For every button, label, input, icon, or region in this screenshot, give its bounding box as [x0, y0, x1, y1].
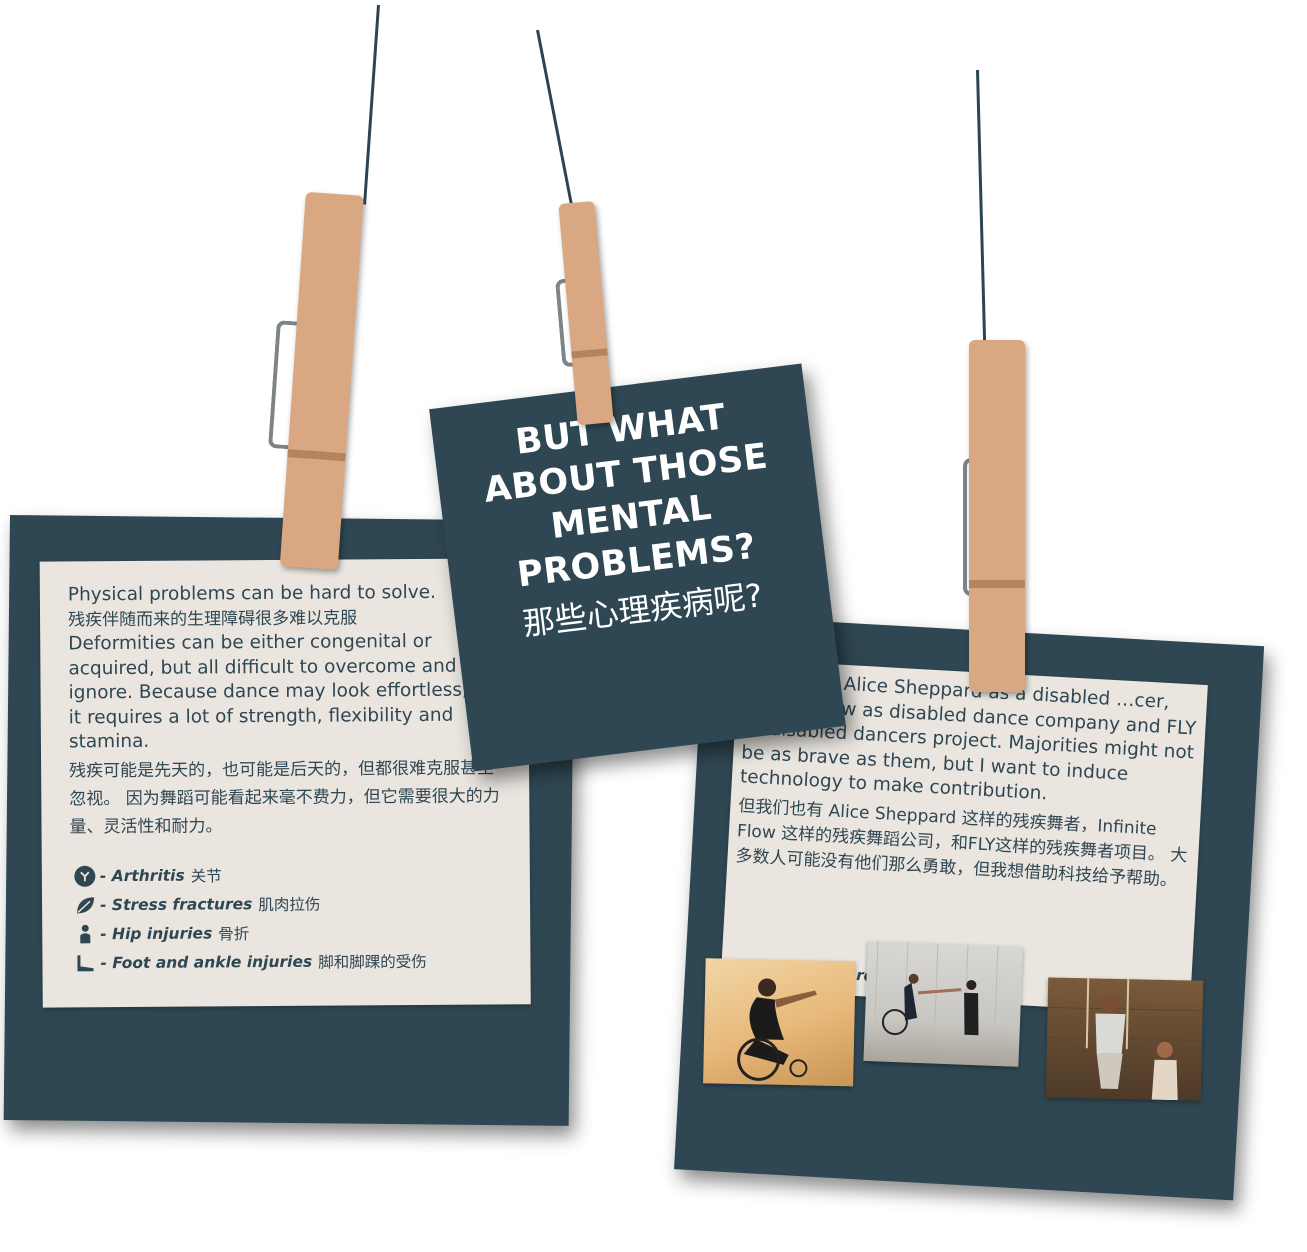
left-paragraph-en-2: Deformities can be either congenital or …	[68, 630, 508, 753]
legend-item-stress-fractures: - Stress fractures 肌肉拉伤	[74, 888, 426, 919]
hanging-string-left	[363, 4, 380, 205]
legend-item-arthritis: - Arthritis 关节	[74, 859, 426, 890]
right-card: …till have Alice Sheppard as a disabled …	[674, 615, 1265, 1201]
center-card: BUT WHAT ABOUT THOSE MENTAL PROBLEMS? 那些…	[429, 363, 846, 772]
legend: - Arthritis 关节 - Stress fractures 肌肉拉伤 -…	[74, 859, 427, 977]
person-icon	[80, 924, 91, 943]
legend-item-hip-injuries: - Hip injuries 骨折	[74, 917, 426, 948]
left-card-paper: Physical problems can be hard to solve. …	[39, 558, 531, 1008]
dancer-wheelchair-image	[737, 978, 817, 1081]
photo-fly	[1045, 977, 1204, 1101]
center-card-title: BUT WHAT ABOUT THOSE MENTAL PROBLEMS? 那些…	[452, 388, 812, 653]
photo-infinite-flow	[863, 940, 1023, 1067]
foot-icon	[77, 954, 94, 971]
photo-alice-sheppard	[703, 958, 856, 1087]
hanging-string-center	[536, 29, 576, 217]
left-card: Physical problems can be hard to solve. …	[3, 515, 575, 1126]
legend-item-foot-ankle: - Foot and ankle injuries 脚和脚踝的受伤	[74, 946, 427, 977]
leaf-icon	[77, 896, 94, 913]
hanging-string-right	[976, 69, 987, 350]
left-paragraph-zh-2: 残疾可能是先天的，也可能是后天的，但都很难克服甚至忽视。 因为舞蹈可能看起来毫不…	[69, 757, 500, 837]
left-paragraph-en: Physical problems can be hard to solve.	[67, 581, 437, 606]
joint-icon	[74, 865, 96, 887]
clothespin-right	[955, 340, 1055, 695]
left-paragraph-zh: 残疾伴随而来的生理障碍很多难以克服	[67, 607, 358, 630]
aerial-dancer-image	[1046, 978, 1203, 1101]
dance-company-image	[874, 941, 999, 1036]
